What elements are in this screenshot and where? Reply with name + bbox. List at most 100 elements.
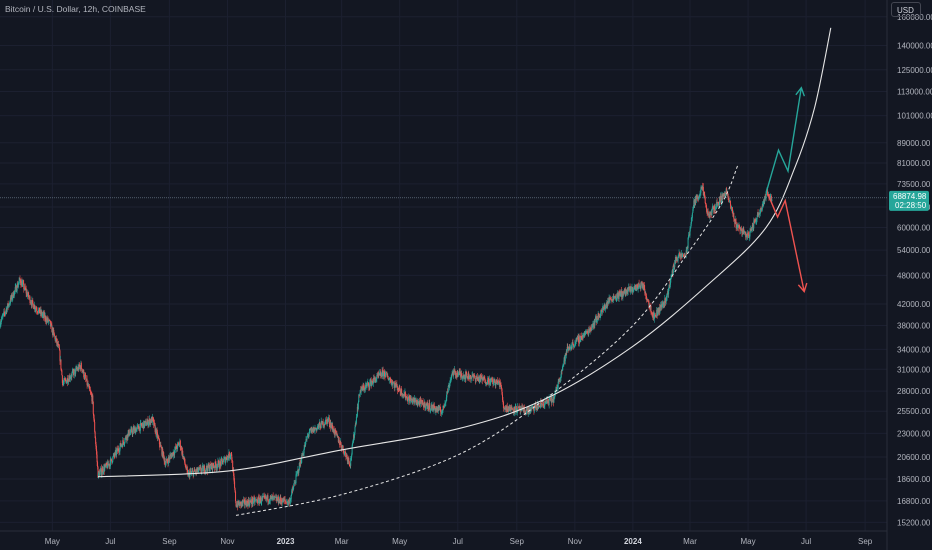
- time-axis[interactable]: May Jul Sep Nov 2023 Mar May Jul Sep Nov 2024 Mar Ma…: [45, 537, 873, 546]
- candle-body: [65, 379, 67, 381]
- candle-body: [232, 461, 234, 472]
- candle-body: [469, 376, 471, 379]
- candle-body: [166, 459, 168, 462]
- candle-body: [58, 345, 60, 348]
- candle-body: [112, 455, 114, 457]
- candle-body: [405, 396, 407, 398]
- candle-body: [342, 445, 344, 451]
- candle-body: [178, 443, 180, 446]
- price-axis[interactable]: 15200.00 16800.00 18600.00 20600.00 23000.00…: [897, 13, 932, 528]
- candle-body: [58, 347, 60, 351]
- candle-body: [362, 385, 364, 391]
- candle-body: [450, 378, 452, 380]
- candle-body: [152, 416, 154, 419]
- candle-body: [298, 470, 300, 473]
- candle-body: [674, 260, 676, 268]
- candle-body: [298, 462, 300, 471]
- candle-body: [223, 457, 225, 460]
- candle-body: [690, 223, 692, 228]
- candle-body: [234, 488, 236, 492]
- candle-body: [92, 401, 94, 414]
- candle-body: [646, 296, 648, 301]
- price-tick-label: 15200.00: [897, 518, 931, 527]
- time-tick-label: May: [740, 537, 755, 546]
- candle-body: [216, 465, 218, 468]
- currency-selector[interactable]: USD: [891, 2, 921, 17]
- candle-body: [176, 443, 178, 450]
- candle-body: [457, 372, 459, 377]
- candle-body: [379, 372, 381, 375]
- candle-body: [219, 460, 221, 468]
- candle-body: [170, 455, 172, 456]
- candle-body: [692, 206, 694, 210]
- candle-body: [381, 370, 383, 377]
- candle-body: [340, 441, 342, 445]
- candle-body: [147, 423, 149, 426]
- candle-body: [359, 389, 361, 395]
- candle-body: [357, 401, 359, 410]
- candle-body: [590, 328, 592, 329]
- candle-body: [673, 264, 675, 267]
- candle-body: [335, 430, 337, 434]
- candle-body: [676, 257, 678, 261]
- candle-body: [206, 465, 208, 469]
- candle-body: [441, 411, 443, 413]
- candle-body: [540, 402, 542, 407]
- candle-body: [515, 406, 517, 413]
- candle-body: [439, 406, 441, 411]
- candle-body: [190, 472, 192, 474]
- candle-body: [332, 425, 334, 429]
- candle-body: [632, 290, 634, 292]
- candle-body: [440, 410, 442, 413]
- candle-body: [560, 377, 562, 380]
- candle-body: [722, 196, 724, 197]
- candle-body: [484, 378, 486, 383]
- candle-body: [118, 450, 120, 452]
- candle-body: [303, 453, 305, 455]
- candle-body: [182, 450, 184, 458]
- candle-body: [699, 192, 701, 194]
- candle-body: [167, 461, 169, 462]
- candlestick-series[interactable]: [0, 182, 773, 511]
- candle-body: [612, 295, 614, 301]
- candle-body: [740, 227, 742, 229]
- candle-body: [327, 419, 329, 421]
- candle-body: [197, 467, 199, 472]
- candle-body: [303, 448, 305, 454]
- candle-body: [395, 385, 397, 387]
- candle-body: [356, 416, 358, 418]
- candle-body: [262, 496, 264, 499]
- candle-body: [390, 379, 392, 383]
- candle-body: [539, 406, 541, 408]
- candle-body: [167, 457, 169, 464]
- candle-body: [645, 292, 647, 297]
- candle-body: [99, 471, 101, 476]
- candle-body: [230, 452, 232, 455]
- candle-body: [139, 423, 141, 431]
- candle-body: [48, 321, 50, 322]
- candle-body: [351, 454, 353, 458]
- curve-overlays: [97, 27, 832, 516]
- candle-body: [324, 419, 326, 425]
- candle-body: [647, 299, 649, 302]
- candle-body: [473, 374, 475, 378]
- candle-body: [669, 279, 671, 285]
- candle-body: [201, 466, 203, 469]
- candle-body: [146, 422, 148, 425]
- candle-body: [217, 461, 219, 466]
- candle-body: [525, 410, 527, 414]
- candle-body: [557, 381, 559, 388]
- candle-body: [9, 303, 11, 305]
- candle-body: [229, 456, 231, 458]
- time-tick-label: May: [392, 537, 407, 546]
- candle-body: [470, 375, 472, 380]
- candle-body: [0, 319, 2, 322]
- candle-body: [750, 228, 752, 231]
- candle-body: [15, 286, 17, 292]
- candle-body: [631, 287, 633, 292]
- candle-body: [89, 390, 91, 392]
- candle-body: [618, 291, 620, 299]
- candle-body: [753, 220, 755, 229]
- candle-body: [355, 417, 357, 424]
